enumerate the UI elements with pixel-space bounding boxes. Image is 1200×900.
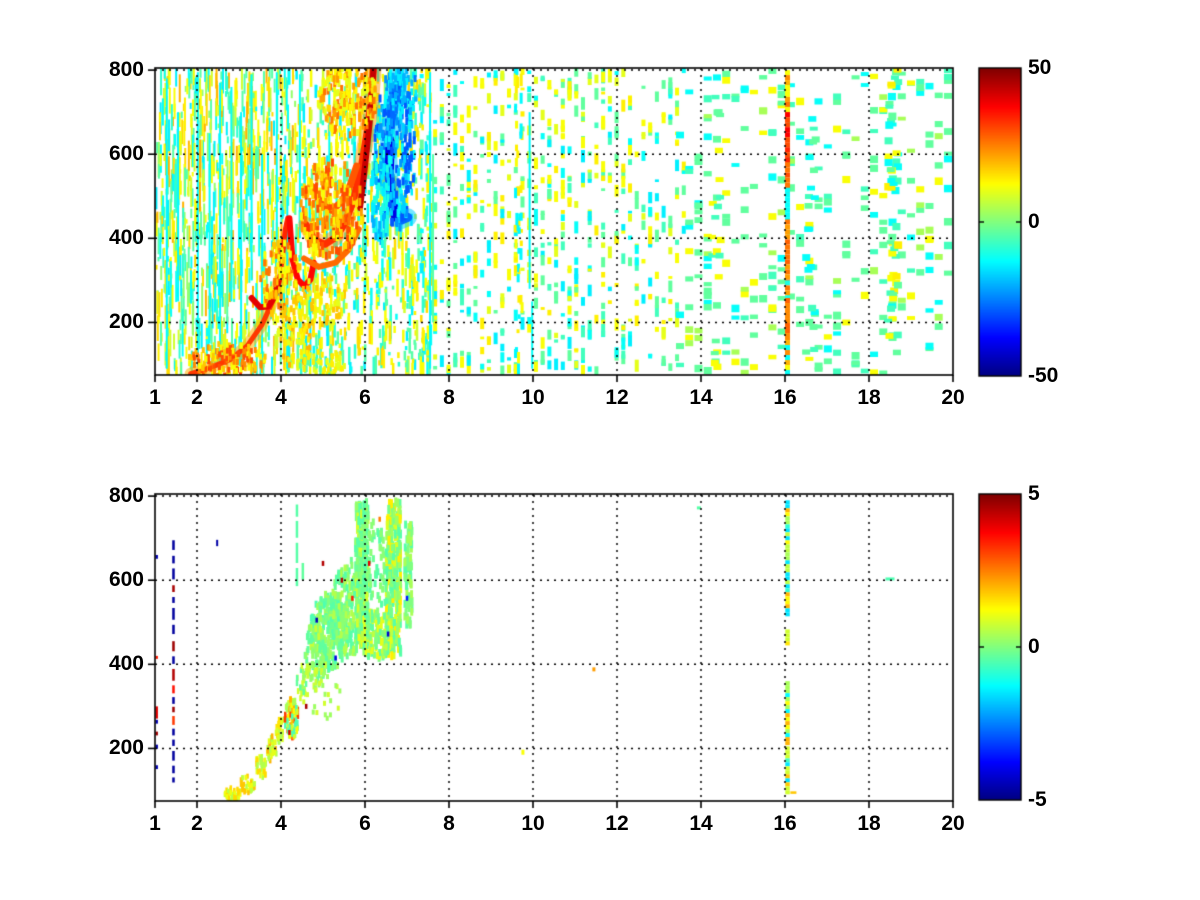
upper-plot-colorbar-label--50: -50 [1028, 364, 1059, 387]
lower-plot-colorbar-label-5: 5 [1028, 482, 1040, 505]
upper-plot-xtick-label-2: 2 [191, 386, 203, 409]
lower-plot-xtick-label-8: 8 [443, 812, 455, 835]
lower-plot-xtick-label-10: 10 [521, 812, 545, 835]
upper-plot-ytick-label-400: 400 [108, 226, 144, 250]
upper-plot-xtick-label-6: 6 [359, 386, 371, 409]
upper-plot-xtick-label-10: 10 [521, 386, 545, 409]
lower-plot-xtick-label-20: 20 [941, 812, 965, 835]
lower-plot-ytick-label-600: 600 [108, 568, 144, 592]
lower-plot-xtick-label-14: 14 [689, 812, 713, 835]
upper-plot-xtick-label-8: 8 [443, 386, 455, 409]
upper-plot-xtick-label-4: 4 [275, 386, 287, 409]
lower-plot-xtick-label-12: 12 [605, 812, 629, 835]
upper-plot-ytick-label-600: 600 [108, 142, 144, 166]
lower-plot-ytick-label-800: 800 [108, 484, 144, 508]
lower-plot-xtick-label-1: 1 [149, 812, 161, 835]
upper-plot-xtick-label-20: 20 [941, 386, 965, 409]
upper-plot-colorbar-label-0: 0 [1028, 210, 1040, 233]
lower-plot-xtick-label-4: 4 [275, 812, 287, 835]
lower-plot-colorbar-label--5: -5 [1028, 788, 1047, 811]
lower-plot-xtick-label-2: 2 [191, 812, 203, 835]
lower-plot-ytick-label-200: 200 [108, 736, 144, 760]
lower-plot-xtick-label-6: 6 [359, 812, 371, 835]
lower-plot-xtick-label-18: 18 [857, 812, 881, 835]
upper-plot-colorbar-label-50: 50 [1028, 56, 1052, 79]
upper-plot-ytick-label-200: 200 [108, 310, 144, 334]
upper-plot-ytick-label-800: 800 [108, 58, 144, 82]
upper-plot-xtick-label-18: 18 [857, 386, 881, 409]
lower-plot-xtick-label-16: 16 [773, 812, 797, 835]
upper-plot-xtick-label-14: 14 [689, 386, 713, 409]
upper-plot-xtick-label-1: 1 [149, 386, 161, 409]
upper-plot-xtick-label-12: 12 [605, 386, 629, 409]
lower-plot-ytick-label-400: 400 [108, 652, 144, 676]
lower-plot-colorbar-label-0: 0 [1028, 635, 1040, 658]
upper-plot-xtick-label-16: 16 [773, 386, 797, 409]
